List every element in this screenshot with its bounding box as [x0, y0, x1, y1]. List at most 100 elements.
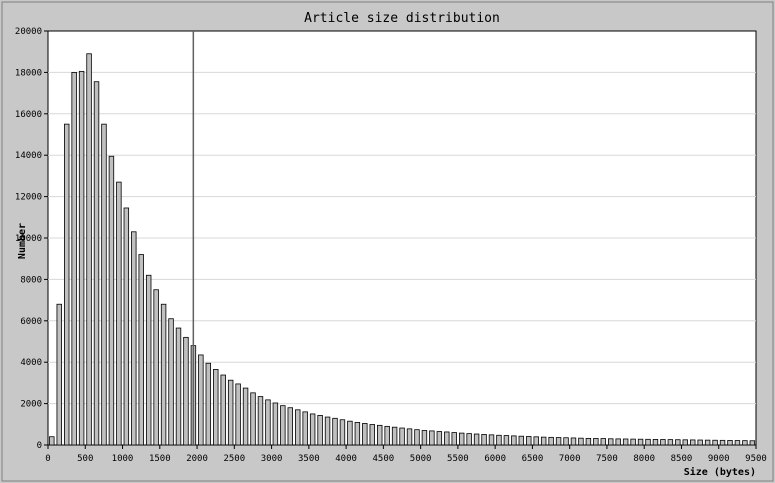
bar: [429, 430, 435, 446]
x-tick-label: 9500: [745, 454, 767, 464]
bar: [49, 436, 55, 446]
bar: [64, 123, 70, 446]
bar: [645, 438, 651, 446]
bar: [704, 439, 711, 446]
y-axis-label: Number: [17, 223, 28, 259]
bar: [421, 430, 428, 446]
bar: [548, 436, 554, 446]
y-tick-label: 16000: [15, 110, 42, 120]
y-tick-label: 6000: [20, 317, 42, 327]
bar: [339, 419, 346, 446]
x-tick-label: 500: [77, 454, 93, 464]
bar: [593, 438, 599, 446]
bar: [227, 379, 234, 446]
bar: [481, 434, 487, 446]
bar: [712, 439, 718, 446]
bar: [570, 437, 577, 446]
bar: [287, 407, 293, 446]
x-tick-label: 5500: [447, 454, 469, 464]
bar: [265, 399, 271, 446]
bar: [682, 439, 688, 446]
y-tick-label: 12000: [15, 193, 42, 203]
bar: [473, 433, 480, 446]
bar: [503, 435, 510, 446]
bar: [667, 439, 674, 446]
y-tick-label: 0: [37, 441, 42, 451]
bar: [205, 362, 212, 446]
bar: [198, 354, 204, 446]
bar: [347, 420, 353, 446]
chart-title: Article size distribution: [304, 11, 500, 26]
bar: [630, 438, 636, 446]
bar: [183, 336, 189, 446]
bar: [101, 123, 107, 446]
bar: [56, 303, 62, 446]
y-tick-label: 4000: [20, 358, 42, 368]
bar: [123, 207, 130, 446]
bar: [466, 433, 472, 446]
x-tick-label: 3500: [298, 454, 320, 464]
x-tick-label: 7000: [559, 454, 581, 464]
x-tick-label: 6500: [522, 454, 544, 464]
bar: [93, 81, 100, 446]
bar: [697, 439, 703, 446]
x-ticks: 0 500 1000 1500 2000 2500 3000 3500 4000 4500 5000…: [45, 445, 767, 464]
y-tick-label: 10000: [15, 234, 42, 244]
bar: [324, 416, 331, 446]
bar: [533, 436, 539, 446]
bar: [526, 436, 532, 446]
x-tick-label: 9000: [708, 454, 730, 464]
bar: [555, 437, 562, 446]
bar: [690, 439, 696, 446]
bars: [49, 53, 756, 446]
bar: [436, 431, 443, 446]
x-tick-label: 4500: [373, 454, 395, 464]
bar: [332, 417, 338, 446]
bar: [153, 289, 159, 446]
bar: [451, 432, 457, 446]
x-tick-label: 2500: [223, 454, 245, 464]
bar: [257, 396, 264, 446]
x-tick-label: 4000: [335, 454, 357, 464]
x-tick-label: 3000: [261, 454, 283, 464]
x-tick-label: 1500: [149, 454, 171, 464]
y-tick-label: 14000: [15, 151, 42, 161]
bar: [116, 181, 122, 446]
bar: [458, 432, 465, 446]
bar: [78, 70, 85, 446]
x-tick-label: 1000: [112, 454, 134, 464]
bar: [540, 436, 547, 446]
bar: [362, 423, 368, 446]
bar: [354, 422, 361, 446]
bar: [637, 438, 644, 446]
bar: [719, 439, 726, 446]
y-ticks: 0 2000 4000 6000 8000 10000 12000 14000 16000 180…: [15, 27, 48, 451]
bar: [406, 428, 413, 446]
bar: [317, 414, 323, 446]
bar: [384, 425, 390, 446]
bar: [742, 440, 748, 446]
y-tick-label: 20000: [15, 27, 42, 37]
bar: [86, 53, 92, 446]
y-tick-label: 2000: [20, 400, 42, 410]
bar: [309, 413, 316, 446]
bar: [108, 155, 115, 446]
bar: [145, 274, 152, 446]
bar: [578, 437, 584, 446]
bar: [242, 387, 249, 446]
x-tick-label: 8000: [633, 454, 655, 464]
bar: [213, 369, 219, 446]
bar: [414, 429, 420, 446]
bar: [280, 405, 286, 446]
bar: [496, 434, 502, 446]
bar: [727, 440, 733, 446]
bar: [302, 411, 308, 446]
bar: [168, 318, 174, 446]
bar: [675, 439, 681, 446]
bar: [615, 438, 621, 446]
bar: [399, 427, 405, 446]
bar: [488, 434, 495, 446]
bar: [250, 392, 256, 446]
bar: [518, 435, 525, 446]
